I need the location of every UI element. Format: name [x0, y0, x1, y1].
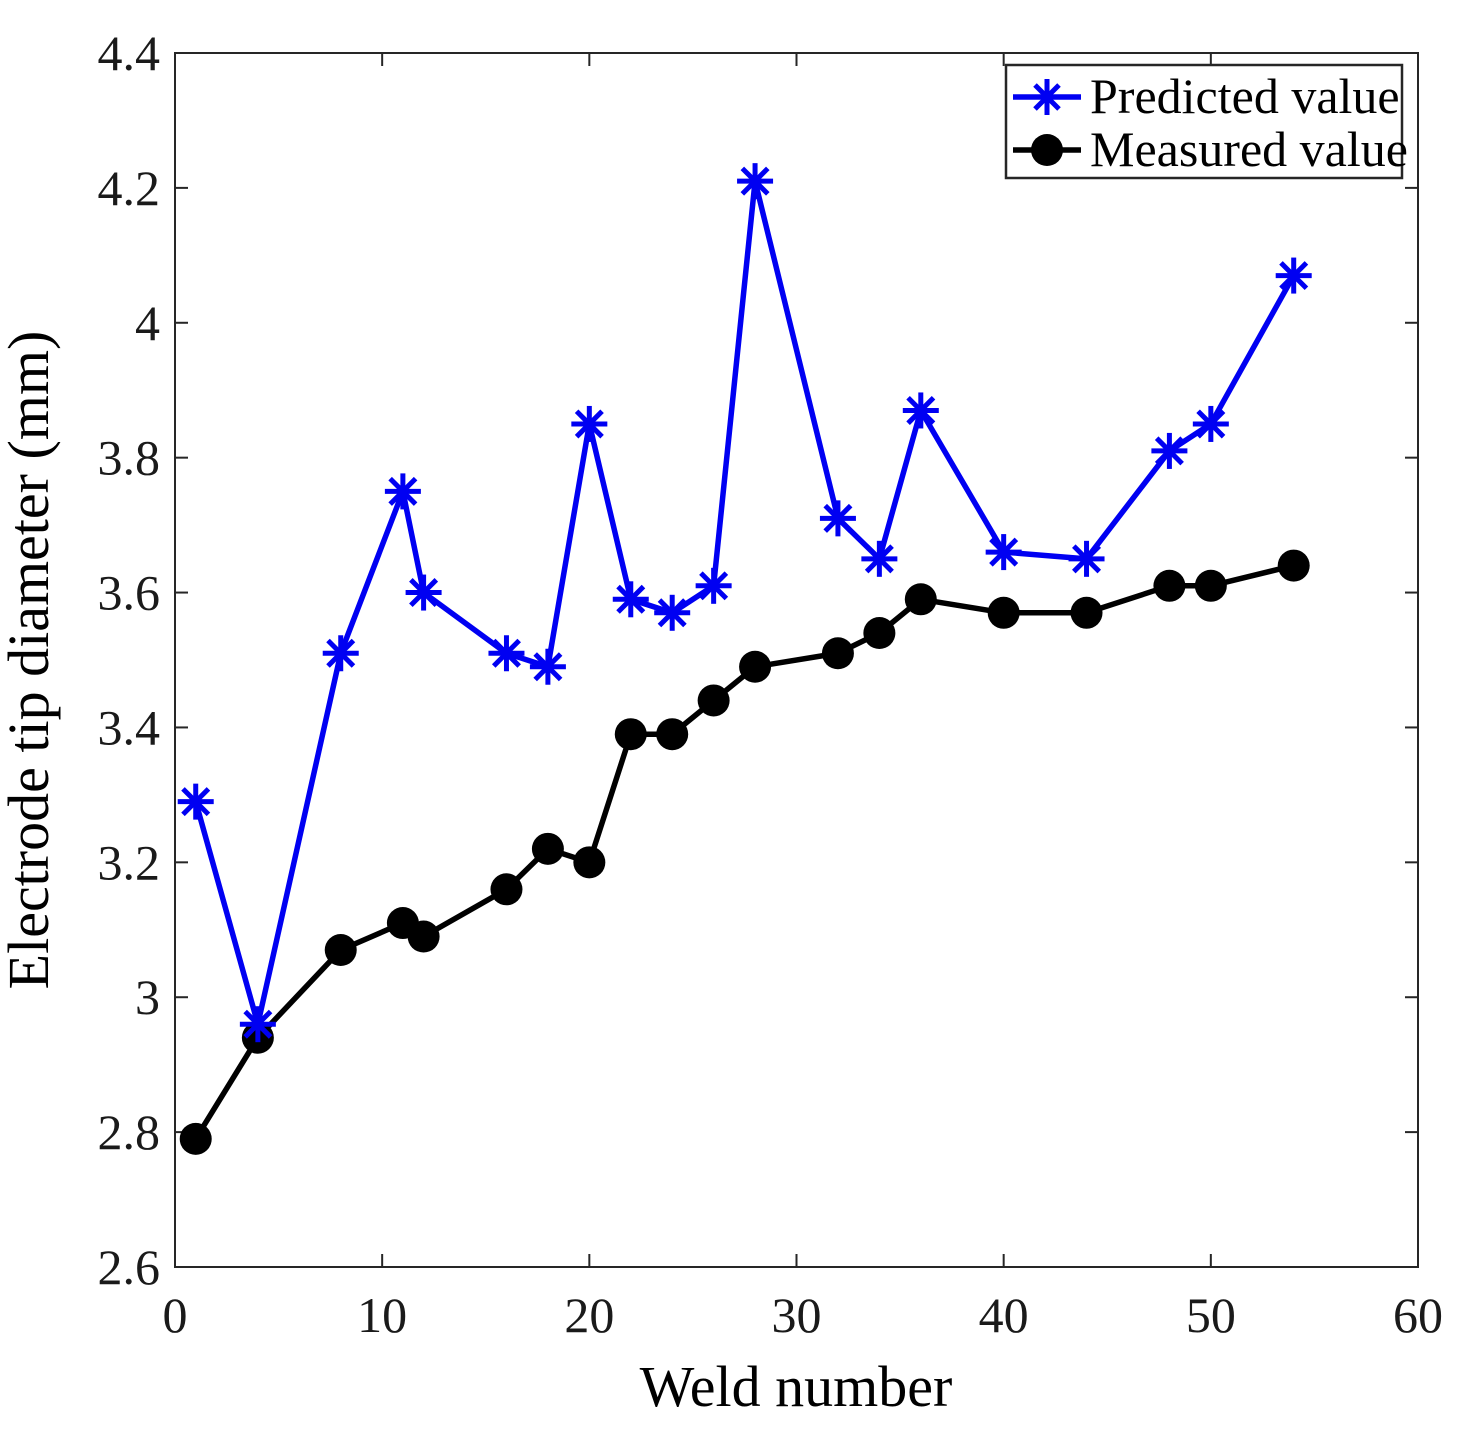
circle-marker-icon	[1277, 549, 1310, 582]
circle-marker-icon	[407, 920, 440, 953]
x-tick-label: 50	[1186, 1287, 1236, 1343]
circle-marker-icon	[697, 684, 730, 717]
asterisk-marker-icon	[529, 648, 566, 685]
series-measured-value	[179, 549, 1310, 1155]
circle-marker-icon	[573, 846, 606, 879]
asterisk-marker-icon	[322, 635, 359, 672]
y-tick-label: 2.8	[98, 1104, 161, 1160]
circle-marker-icon	[987, 596, 1020, 629]
x-tick-labels: 0 10 20 30 40 50 60	[163, 1287, 1444, 1343]
asterisk-marker-icon	[612, 581, 649, 618]
legend-item-measured[interactable]: Measured value	[1013, 121, 1408, 177]
asterisk-marker-icon	[239, 1006, 276, 1043]
x-tick-label: 60	[1393, 1287, 1443, 1343]
x-tick-label: 30	[772, 1287, 822, 1343]
circle-marker-icon	[324, 934, 357, 967]
y-tick-label: 3.8	[98, 430, 161, 486]
asterisk-marker-icon	[902, 392, 939, 429]
circle-marker-icon	[1153, 569, 1186, 602]
legend-label-predicted: Predicted value	[1090, 68, 1400, 124]
circle-marker-icon	[863, 617, 896, 650]
y-tick-label: 2.6	[98, 1239, 161, 1295]
legend-box	[1004, 63, 1404, 180]
series-predicted-value	[177, 163, 1312, 1043]
axis-ticks	[174, 52, 1419, 1268]
asterisk-marker-icon	[1151, 432, 1188, 469]
y-tick-label: 3	[135, 969, 160, 1025]
x-tick-label: 10	[357, 1287, 407, 1343]
circle-marker-icon	[739, 650, 772, 683]
asterisk-marker-icon	[571, 405, 608, 442]
asterisk-marker-icon	[488, 635, 525, 672]
circle-marker-icon	[1031, 134, 1063, 166]
asterisk-marker-icon	[1031, 79, 1063, 115]
series-line-predicted-value	[193, 178, 1297, 1027]
legend-label-measured: Measured value	[1090, 121, 1408, 177]
asterisk-marker-icon	[737, 163, 774, 200]
circle-marker-icon	[179, 1122, 212, 1155]
asterisk-marker-icon	[177, 783, 214, 820]
y-tick-label: 4	[135, 295, 160, 351]
circle-marker-icon	[656, 718, 689, 751]
y-axis-label: Electrode tip diameter (mm)	[0, 331, 61, 990]
series-line-measured-value	[193, 562, 1295, 1141]
asterisk-marker-icon	[1192, 405, 1229, 442]
asterisk-marker-icon	[405, 574, 442, 611]
circle-marker-icon	[1070, 596, 1103, 629]
legend: Predicted value Measured value	[1004, 63, 1408, 180]
x-tick-label: 0	[163, 1287, 188, 1343]
asterisk-marker-icon	[695, 567, 732, 604]
x-axis-label: Weld number	[640, 1354, 953, 1419]
y-tick-label: 4.4	[98, 25, 161, 81]
circle-marker-icon	[1194, 569, 1227, 602]
legend-item-predicted[interactable]: Predicted value	[1013, 68, 1400, 124]
circle-marker-icon	[490, 873, 523, 906]
circle-marker-icon	[821, 637, 854, 670]
plot-series	[177, 163, 1312, 1155]
circle-marker-icon	[614, 718, 647, 751]
asterisk-marker-icon	[819, 500, 856, 537]
x-tick-label: 40	[979, 1287, 1029, 1343]
asterisk-marker-icon	[985, 534, 1022, 571]
asterisk-marker-icon	[1275, 257, 1312, 294]
y-tick-labels: 2.6 2.8 3 3.2 3.4 3.6 3.8 4 4.2 4.4	[98, 25, 161, 1295]
asterisk-marker-icon	[861, 540, 898, 577]
y-tick-label: 3.4	[98, 699, 161, 755]
y-tick-label: 3.6	[98, 565, 161, 621]
asterisk-marker-icon	[1068, 540, 1105, 577]
circle-marker-icon	[904, 583, 937, 616]
circle-marker-icon	[531, 832, 564, 865]
y-tick-label: 4.2	[98, 160, 161, 216]
asterisk-marker-icon	[654, 594, 691, 631]
x-tick-label: 20	[564, 1287, 614, 1343]
y-tick-label: 3.2	[98, 834, 161, 890]
asterisk-marker-icon	[384, 473, 421, 510]
